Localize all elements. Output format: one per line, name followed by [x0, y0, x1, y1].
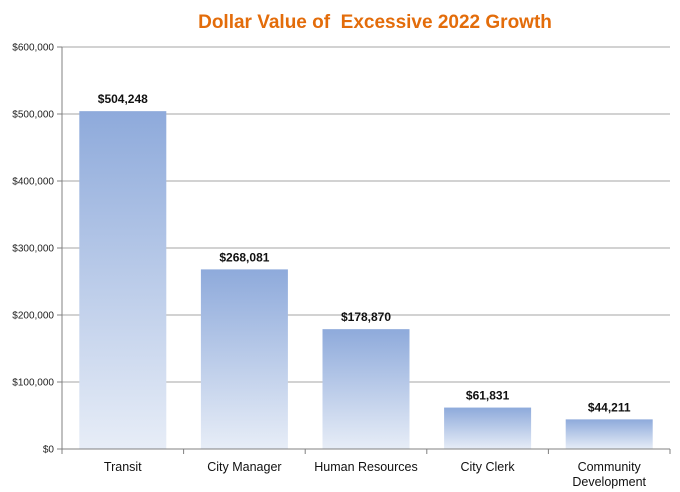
axes [61, 47, 671, 454]
x-axis-categories: Transit City Manager Human Resources City C… [104, 460, 647, 489]
x-category-label: Community [578, 460, 642, 474]
y-tick-label: $500,000 [12, 110, 54, 121]
bar [565, 419, 653, 449]
bar [444, 407, 532, 449]
bars [79, 111, 653, 449]
y-axis-ticks: $0 $100,000 $200,000 $300,000 $400,000 $500,0… [12, 43, 54, 456]
data-label: $44,211 [588, 400, 631, 414]
y-tick-label: $600,000 [12, 43, 54, 54]
x-category-label: Transit [104, 460, 142, 474]
chart-title: Dollar Value of Excessive 2022 Growth [198, 12, 552, 33]
data-label: $178,870 [341, 310, 391, 324]
data-label: $61,831 [466, 389, 510, 403]
bar [322, 329, 410, 449]
y-tick-label: $0 [43, 445, 55, 456]
x-category-label: Development [572, 475, 646, 489]
y-tick-label: $200,000 [12, 311, 54, 322]
bar [79, 111, 167, 449]
data-labels: $504,248 $268,081 $178,870 $61,831 $44,211 [98, 92, 631, 414]
y-tick-label: $300,000 [12, 244, 54, 255]
x-category-label: City Manager [207, 460, 281, 474]
y-tick-label: $400,000 [12, 177, 54, 188]
x-category-label: City Clerk [461, 460, 516, 474]
bar [200, 269, 288, 449]
y-tick-label: $100,000 [12, 378, 54, 389]
data-label: $504,248 [98, 92, 148, 106]
x-category-label: Human Resources [314, 460, 418, 474]
data-label: $268,081 [219, 250, 269, 264]
